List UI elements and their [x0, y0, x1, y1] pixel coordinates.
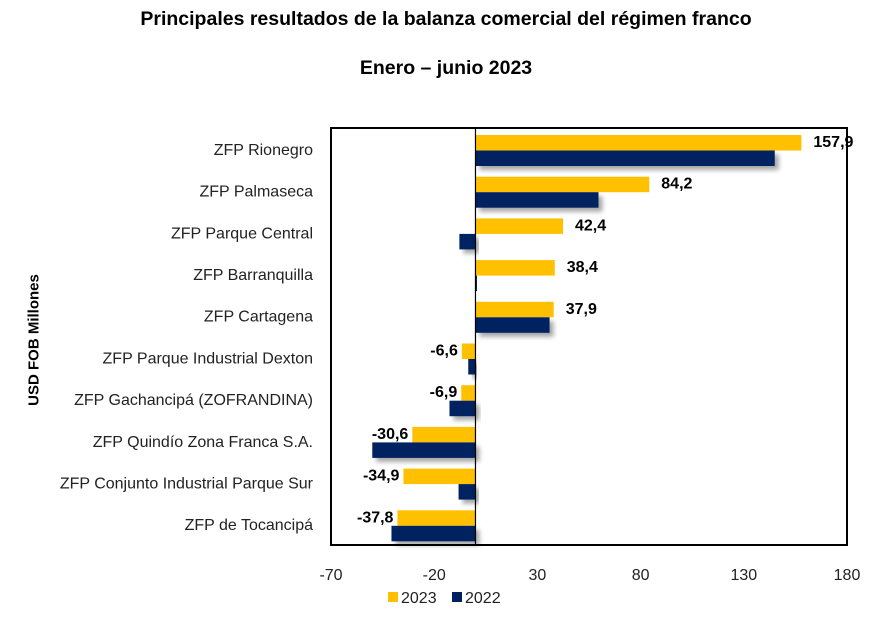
data-label: 37,9: [566, 301, 597, 318]
category-label: ZFP Conjunto Industrial Parque Sur: [60, 475, 314, 492]
category-label: ZFP Palmaseca: [199, 184, 313, 201]
legend: 2023 2022: [388, 590, 501, 607]
category-label: ZFP Quindío Zona Franca S.A.: [93, 434, 313, 451]
bar-2023-8: [403, 468, 476, 485]
x-tick-label: -20: [423, 567, 446, 584]
bar-2022-5: [468, 359, 476, 375]
category-label: ZFP Rionegro: [214, 142, 313, 159]
chart-title: Principales resultados de la balanza com…: [140, 8, 752, 30]
data-label: -6,6: [430, 343, 458, 360]
x-tick-label: 130: [730, 567, 757, 584]
bar-2022-6: [449, 400, 476, 417]
bar-2023-7: [412, 426, 476, 443]
bar-2022-3: [475, 275, 477, 292]
bar-2023-6: [461, 385, 476, 401]
chart-subtitle: Enero – junio 2023: [359, 57, 533, 79]
bar-2023-4: [475, 301, 554, 318]
bar-2022-1: [475, 192, 599, 208]
legend-label-2022: 2022: [465, 590, 501, 607]
category-label: ZFP Parque Central: [171, 225, 313, 242]
bar-2022-9: [391, 525, 476, 542]
bar-2022-8: [458, 484, 476, 500]
legend-label-2023: 2023: [401, 590, 437, 607]
bar-2023-0: [475, 135, 802, 151]
category-label: ZFP Barranquilla: [193, 267, 313, 284]
data-label: 84,2: [661, 176, 692, 193]
category-label: ZFP Gachancipá (ZOFRANDINA): [74, 392, 313, 409]
x-tick-label: -70: [319, 567, 342, 584]
data-label: -37,8: [357, 509, 394, 526]
x-tick-label: 80: [632, 567, 650, 584]
bar-2022-2: [459, 233, 476, 250]
data-label: -30,6: [372, 426, 409, 443]
bar-2022-0: [475, 150, 775, 166]
bar-2023-1: [475, 176, 650, 193]
bar-2023-2: [475, 218, 563, 234]
legend-swatch-2023: [388, 592, 398, 602]
data-label: 157,9: [813, 134, 853, 151]
category-label: ZFP Cartagena: [204, 309, 313, 326]
bar-2022-4: [475, 317, 550, 333]
x-tick-label: 180: [834, 567, 861, 584]
bar-2023-9: [397, 510, 476, 526]
bar-2023-5: [461, 343, 476, 359]
category-label: ZFP de Tocancipá: [185, 517, 313, 534]
data-label: 42,4: [575, 217, 606, 234]
legend-swatch-2022: [452, 592, 462, 602]
x-tick-label: 30: [529, 567, 547, 584]
data-label: -34,9: [363, 468, 400, 485]
bar-2023-3: [475, 260, 555, 276]
plot-area-frame: [330, 127, 848, 546]
category-label: ZFP Parque Industrial Dexton: [103, 350, 313, 367]
data-label: 38,4: [567, 259, 598, 276]
bar-2022-7: [372, 442, 476, 458]
data-label: -6,9: [430, 384, 458, 401]
